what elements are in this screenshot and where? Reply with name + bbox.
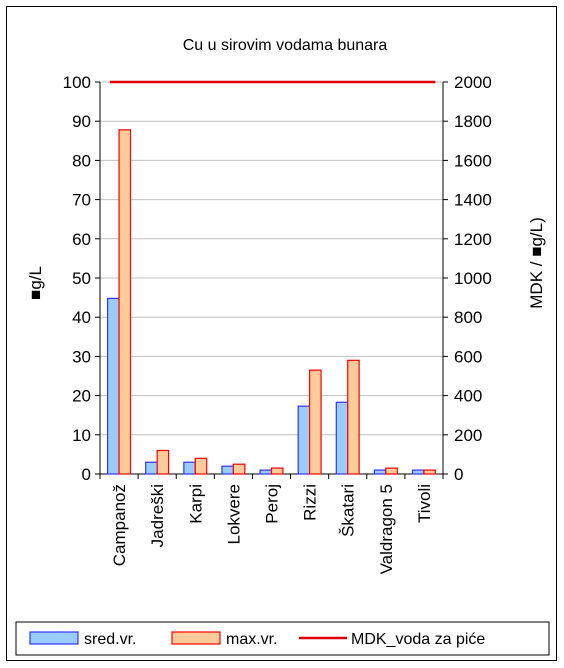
bar-max.vr.-2 [194,457,208,475]
y-left-tick-label-4: 40 [72,308,91,327]
y-left-tick-label-2: 20 [72,387,91,406]
x-tick-label-6: Škatari [339,484,358,537]
y-left-tick-label-10: 100 [63,73,91,92]
legend-swatch-1 [171,631,221,645]
x-tick-label-5: Rizzi [301,484,320,521]
x-tick-label-4: Peroj [263,484,282,524]
y-right-tick-label-7: 1400 [454,191,492,210]
legend-box [15,621,550,656]
chart-frame: Cu u sirovim vodama bunara 0 10 20 30 40 50 60… [6,6,557,661]
y-right-tick-label-8: 1600 [454,151,492,170]
y-right-tick-label-2: 400 [454,387,482,406]
bar-sred.vr.-8 [411,469,425,475]
bar-max.vr.-1 [156,449,170,475]
chart-svg: Cu u sirovim vodama bunara 0 10 20 30 40 50 60… [15,37,550,656]
y-left-tick-label-3: 30 [72,347,91,366]
y-right-tick-label-5: 1000 [454,269,492,288]
y-left-tick-label-6: 60 [72,230,91,249]
x-tick-label-1: Jadreški [148,484,167,547]
y-right-tick-label-1: 200 [454,426,482,445]
y-right-tick-label-6: 1200 [454,230,492,249]
y-right-tick-label-10: 2000 [454,73,492,92]
x-tick-label-0: Campanož [110,484,129,566]
legend: sred.vr. max.vr. MDK_voda za piće [29,631,485,648]
y-axis-label-right: MDK / ■g/L) [527,217,546,309]
y-right-tick-label-4: 800 [454,308,482,327]
bar-max.vr.-0 [118,129,132,475]
x-tick-label-3: Lokvere [224,484,243,544]
y-right-tick-label-3: 600 [454,347,482,366]
y-right-tick-label-0: 0 [454,465,463,484]
x-tick-label-8: Tivoli [415,484,434,523]
y-left-tick-label-9: 90 [72,112,91,131]
bar-sred.vr.-4 [259,469,273,475]
bar-max.vr.-7 [385,467,398,475]
bar-sred.vr.-0 [107,297,120,475]
y-left-tick-label-7: 70 [72,191,91,210]
y-left-tick-label-0: 0 [82,465,91,484]
legend-label-1: max.vr. [226,631,278,648]
x-tick-label-2: Karpi [186,484,205,524]
bar-max.vr.-4 [270,467,284,475]
bar-sred.vr.-5 [297,405,311,475]
chart-title: Cu u sirovim vodama bunara [183,37,388,54]
bar-max.vr.-6 [347,359,360,475]
y-left-tick-label-5: 50 [72,269,91,288]
bar-max.vr.-5 [309,369,322,475]
legend-label-2: MDK_voda za piće [351,631,485,648]
bar-sred.vr.-2 [183,461,196,475]
y-axis-label-left: ■g/L [26,266,45,300]
bar-sred.vr.-6 [335,401,349,475]
bar-max.vr.-3 [232,463,246,475]
y-right-tick-label-9: 1800 [454,112,492,131]
bar-sred.vr.-1 [145,461,158,475]
legend-label-0: sred.vr. [84,631,136,648]
bar-max.vr.-8 [423,469,436,475]
bar-sred.vr.-7 [373,469,387,475]
x-tick-label-7: Valdragon 5 [377,484,396,574]
legend-swatch-0 [29,631,79,645]
y-left-tick-label-1: 10 [72,426,91,445]
y-left-tick-label-8: 80 [72,151,91,170]
bar-sred.vr.-3 [221,465,234,475]
